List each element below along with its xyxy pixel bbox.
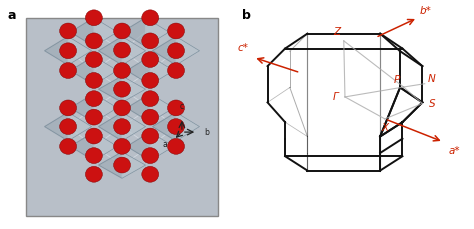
Circle shape [85,148,102,164]
Circle shape [168,119,184,134]
Text: S: S [428,98,435,109]
Circle shape [85,33,102,49]
Polygon shape [127,56,150,85]
Text: a: a [7,9,16,22]
Circle shape [142,10,159,26]
Circle shape [60,23,76,39]
Text: b*: b* [420,5,432,16]
Polygon shape [150,132,173,161]
Text: N: N [428,74,436,84]
Circle shape [85,91,102,106]
Circle shape [60,139,76,154]
Polygon shape [94,132,118,161]
Polygon shape [146,18,169,46]
Polygon shape [99,36,122,65]
Text: b: b [242,9,251,22]
Polygon shape [71,18,94,46]
Circle shape [142,109,159,125]
Circle shape [114,100,130,116]
Circle shape [60,43,76,59]
Text: X: X [381,123,388,133]
Polygon shape [176,36,200,65]
Polygon shape [122,76,146,102]
Circle shape [85,128,102,144]
Circle shape [168,139,184,154]
Text: Γ: Γ [333,92,338,102]
Text: b: b [204,128,209,136]
Circle shape [168,23,184,39]
Polygon shape [176,112,200,141]
Circle shape [114,119,130,134]
Polygon shape [71,56,94,85]
Polygon shape [68,36,91,65]
Circle shape [114,42,130,58]
Circle shape [142,166,159,182]
Polygon shape [122,112,146,141]
Polygon shape [99,76,122,102]
Text: P: P [393,75,400,85]
Polygon shape [94,18,118,46]
Circle shape [114,157,130,173]
Polygon shape [45,36,68,65]
Circle shape [114,23,130,39]
Polygon shape [127,94,150,122]
Circle shape [85,52,102,68]
Circle shape [60,119,76,134]
Polygon shape [122,152,146,178]
Circle shape [142,128,159,144]
Text: a: a [163,140,168,149]
Circle shape [114,63,130,79]
Circle shape [85,10,102,26]
Polygon shape [99,112,122,141]
Text: c*: c* [238,43,249,53]
Circle shape [142,91,159,106]
Circle shape [85,166,102,182]
Circle shape [168,43,184,59]
Text: c: c [180,102,184,111]
Circle shape [168,100,184,116]
Polygon shape [127,132,150,161]
Polygon shape [71,132,94,161]
Polygon shape [68,112,91,141]
Circle shape [142,52,159,68]
Polygon shape [122,36,146,65]
Polygon shape [94,56,118,85]
Circle shape [114,139,130,154]
Polygon shape [71,94,94,122]
Circle shape [114,81,130,97]
Text: a*: a* [448,146,460,156]
Polygon shape [45,112,68,141]
Polygon shape [99,152,122,178]
Polygon shape [94,94,118,122]
Polygon shape [153,112,176,141]
Circle shape [142,73,159,88]
Text: Z: Z [333,27,340,37]
Polygon shape [150,56,173,85]
Circle shape [85,109,102,125]
Circle shape [60,100,76,116]
Circle shape [168,63,184,79]
Polygon shape [122,18,146,46]
Circle shape [60,63,76,79]
Circle shape [142,33,159,49]
Polygon shape [150,94,173,122]
FancyBboxPatch shape [26,18,218,216]
Polygon shape [153,36,176,65]
Circle shape [142,148,159,164]
Circle shape [85,73,102,88]
